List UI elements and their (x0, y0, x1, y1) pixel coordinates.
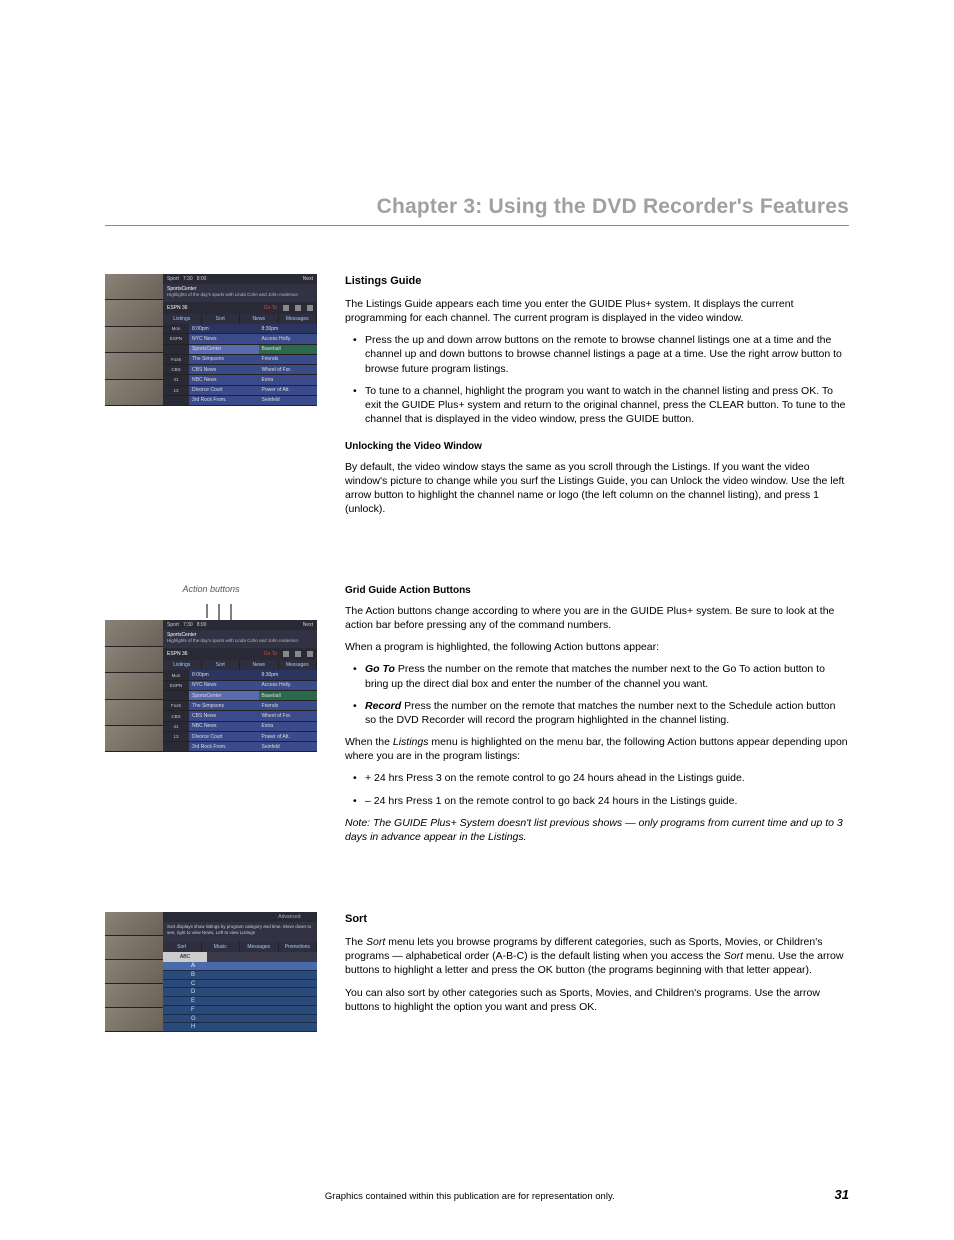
content-area: Sport 7:30 8:00 Next SportsCenter Highli… (105, 274, 849, 1032)
grid-intro: The Action buttons change according to w… (345, 604, 849, 632)
list-item: Record Press the number on the remote th… (345, 699, 849, 727)
page-number: 31 (835, 1187, 849, 1202)
grid-rows: Mon8:00pm8:30pmESPNNYC NewsAccess Holly.… (163, 324, 317, 406)
list-item: + 24 hrs Press 3 on the remote control t… (345, 771, 849, 785)
section-listings: Sport 7:30 8:00 Next SportsCenter Highli… (105, 274, 849, 524)
grid-heading: Grid Guide Action Buttons (345, 584, 849, 598)
sort-thumbnail: Advanced Sort displays show listings by … (105, 912, 317, 1032)
sort-p2: You can also sort by other categories su… (345, 986, 849, 1014)
grid-bullets-2: + 24 hrs Press 3 on the remote control t… (345, 771, 849, 807)
grid-thumbnail: Sport 7:30 8:00 Next SportsCenter Highli… (105, 620, 317, 752)
unlock-heading: Unlocking the Video Window (345, 440, 849, 454)
chapter-title: Chapter 3: Using the DVD Recorder's Feat… (105, 195, 849, 219)
grid-when-listings: When the Listings menu is highlighted on… (345, 735, 849, 763)
list-item: Press the up and down arrow buttons on t… (345, 333, 849, 376)
list-item: To tune to a channel, highlight the prog… (345, 384, 849, 427)
listings-bullets: Press the up and down arrow buttons on t… (345, 333, 849, 426)
grid-bullets-1: Go To Press the number on the remote tha… (345, 662, 849, 727)
listings-thumbnail: Sport 7:30 8:00 Next SportsCenter Highli… (105, 274, 317, 406)
footer-text: Graphics contained within this publicati… (325, 1191, 615, 1202)
section-sort: Advanced Sort displays show listings by … (105, 912, 849, 1032)
sort-figure: Advanced Sort displays show listings by … (105, 912, 317, 1032)
title-rule (105, 225, 849, 226)
listings-text: Listings Guide The Listings Guide appear… (345, 274, 849, 524)
listings-figure: Sport 7:30 8:00 Next SportsCenter Highli… (105, 274, 317, 524)
listings-heading: Listings Guide (345, 274, 849, 289)
page: Chapter 3: Using the DVD Recorder's Feat… (0, 0, 954, 1240)
listings-intro: The Listings Guide appears each time you… (345, 297, 849, 325)
footer: Graphics contained within this publicati… (105, 1187, 849, 1202)
list-item: – 24 hrs Press 1 on the remote control t… (345, 794, 849, 808)
grid-figure: Action buttons Sport 7:30 (105, 584, 317, 852)
list-item: Go To Press the number on the remote tha… (345, 662, 849, 690)
section-grid: Action buttons Sport 7:30 (105, 584, 849, 852)
sort-heading: Sort (345, 912, 849, 927)
sort-p1: The Sort menu lets you browse programs b… (345, 935, 849, 978)
grid-when-prog: When a program is highlighted, the follo… (345, 640, 849, 654)
sort-text: Sort The Sort menu lets you browse progr… (345, 912, 849, 1032)
action-buttons-caption: Action buttons (105, 584, 317, 594)
unlock-body: By default, the video window stays the s… (345, 460, 849, 517)
grid-note: Note: The GUIDE Plus+ System doesn't lis… (345, 816, 849, 844)
grid-text: Grid Guide Action Buttons The Action but… (345, 584, 849, 852)
